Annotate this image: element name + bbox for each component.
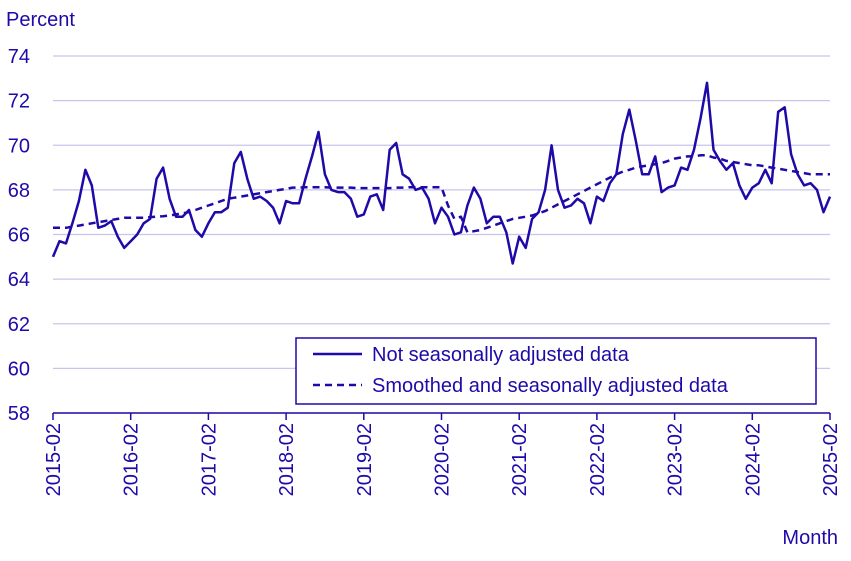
x-axis-label: Month (782, 527, 838, 549)
x-tick-label-2022-02: 2022-02 (587, 423, 609, 496)
series-lines (51, 81, 832, 265)
legend-label-not-seasonally-adjusted: Not seasonally adjusted data (372, 344, 630, 366)
y-tick-label-68: 68 (8, 180, 30, 202)
x-tick-label-2025-02: 2025-02 (820, 423, 842, 496)
y-tick-label-58: 58 (8, 403, 30, 425)
y-tick-labels: 58 60 62 64 66 68 70 72 74 (8, 46, 30, 425)
grid-lines (52, 55, 831, 420)
x-tick-label-2017-02: 2017-02 (198, 423, 220, 496)
x-tick-labels: 2015-02 2016-02 2017-02 2018-02 2019-02 2020-… (43, 423, 842, 496)
y-tick-label-60: 60 (8, 358, 30, 380)
x-tick-label-2015-02: 2015-02 (43, 423, 65, 496)
x-tick-label-2020-02: 2020-02 (432, 423, 454, 496)
y-tick-label-62: 62 (8, 314, 30, 336)
y-tick-label-64: 64 (8, 269, 30, 291)
x-tick-label-2016-02: 2016-02 (121, 423, 143, 496)
y-tick-label-74: 74 (8, 46, 30, 68)
x-tick-label-2018-02: 2018-02 (276, 423, 298, 496)
x-tick-label-2019-02: 2019-02 (354, 423, 376, 496)
y-tick-label-66: 66 (8, 225, 30, 247)
series-line-smoothed (53, 154, 830, 234)
legend: Not seasonally adjusted data Smoothed an… (295, 337, 817, 405)
x-tick-label-2024-02: 2024-02 (742, 423, 764, 496)
y-tick-label-72: 72 (8, 91, 30, 113)
legend-box (295, 337, 817, 405)
legend-label-smoothed: Smoothed and seasonally adjusted data (372, 375, 729, 397)
y-tick-label-70: 70 (8, 135, 30, 157)
x-tick-label-2023-02: 2023-02 (665, 423, 687, 496)
series-line-not-seasonally-adjusted (51, 81, 832, 265)
x-tick-label-2021-02: 2021-02 (509, 423, 531, 496)
y-axis-label: Percent (6, 9, 75, 31)
